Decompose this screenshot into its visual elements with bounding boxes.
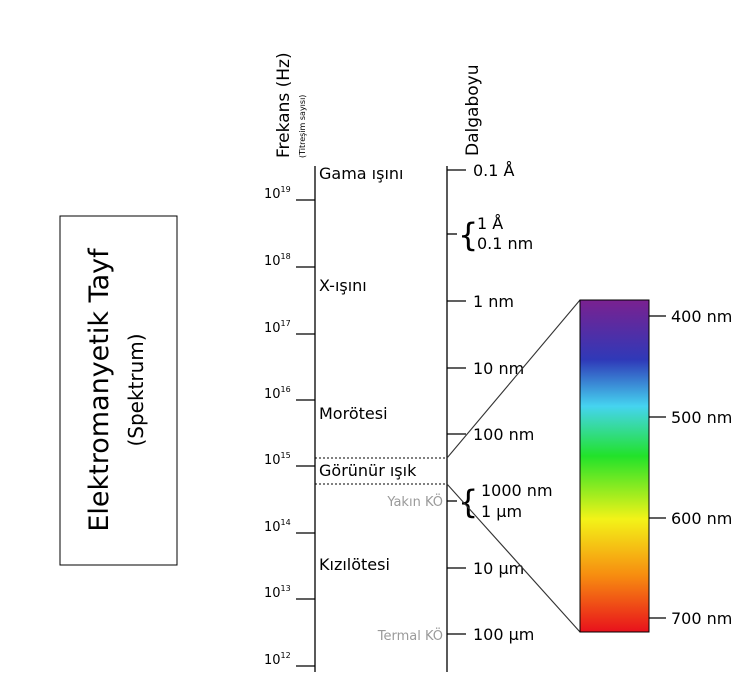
title-box [59, 215, 178, 566]
subtitle-text: (Spektrum) [124, 333, 148, 446]
wl-label-1000nm: 1000 nm [481, 481, 553, 500]
wl-label-0-1A: 0.1 Å [473, 161, 515, 180]
wl-label-1um: 1 μm [481, 502, 522, 521]
spec-label-500: 500 nm [671, 408, 732, 427]
connector-bottom [446, 483, 581, 633]
spec-label-400: 400 nm [671, 307, 732, 326]
freq-label-18: 1018 [264, 252, 291, 269]
wl-label-100um: 100 μm [473, 625, 534, 644]
wavelength-labels: 0.1 Å 1 Å 0.1 nm 1 nm 10 nm 100 nm 1000 … [473, 161, 553, 644]
wl-label-10nm: 10 nm [473, 359, 524, 378]
region-xray: X-ışını [319, 276, 367, 295]
wl-label-0-1nm: 0.1 nm [477, 234, 533, 253]
wavelength-ticks [447, 169, 466, 635]
freq-label-14: 1014 [264, 518, 291, 535]
spec-label-600: 600 nm [671, 509, 732, 528]
visible-band-box [314, 457, 448, 485]
freq-label-16: 1016 [264, 385, 291, 402]
label-thermal-ir: Termal KÖ [377, 627, 443, 644]
brace-micron: { [458, 483, 478, 521]
freq-label-19: 1019 [264, 185, 291, 202]
region-uv: Morötesi [319, 404, 388, 423]
spec-label-700: 700 nm [671, 609, 732, 628]
freq-label-17: 1017 [264, 319, 291, 336]
frequency-tick-labels: 1019 1018 1017 1016 1015 1014 1013 1012 [264, 185, 291, 668]
region-visible: Görünür ışık [319, 461, 417, 480]
freq-label-13: 1013 [264, 584, 291, 601]
spectrum-tick-labels: 400 nm 500 nm 600 nm 700 nm [671, 307, 732, 628]
visible-spectrum-bar [579, 299, 650, 633]
spectrum-ticks [649, 315, 666, 619]
wl-label-10um: 10 μm [473, 559, 524, 578]
wl-label-100nm: 100 nm [473, 425, 534, 444]
wl-label-1A: 1 Å [477, 214, 503, 233]
region-gamma: Gama ışını [319, 164, 404, 183]
freq-label-12: 1012 [264, 651, 291, 668]
frequency-axis-subtitle: (Titreşim sayısı) [298, 95, 307, 158]
region-infrared: Kızılötesi [319, 555, 390, 574]
frequency-axis-title: Frekans (Hz) [274, 52, 294, 158]
wavelength-axis-title: Dalgaboyu [463, 65, 483, 156]
connector-top [446, 299, 581, 459]
freq-label-15: 1015 [264, 451, 291, 468]
title-text: Elektromanyetik Tayf [84, 247, 115, 532]
brace-angstrom: { [458, 216, 478, 254]
label-near-ir: Yakın KÖ [386, 493, 443, 510]
frequency-ticks [296, 199, 315, 667]
wl-label-1nm: 1 nm [473, 292, 514, 311]
